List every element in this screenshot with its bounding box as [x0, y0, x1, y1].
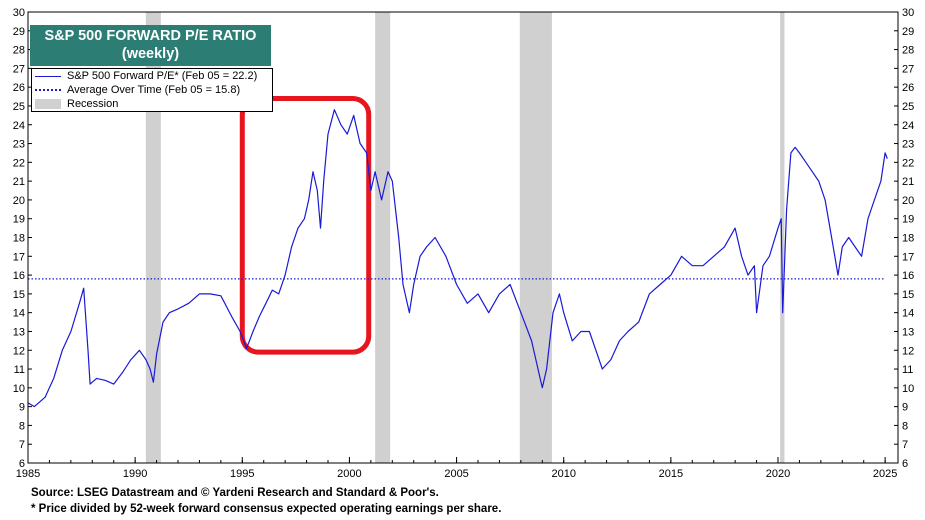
- y-tick-label-left: 10: [13, 383, 25, 395]
- y-tick-label-right: 9: [902, 402, 908, 414]
- y-tick-label-right: 28: [902, 45, 914, 57]
- y-tick-label-right: 18: [902, 233, 914, 245]
- y-tick-label-left: 15: [13, 289, 25, 301]
- recession-bands: [145, 12, 785, 463]
- series-line-0: [27, 109, 888, 408]
- y-tick-label-left: 18: [13, 233, 25, 245]
- y-tick-label-right: 23: [902, 139, 914, 151]
- legend-item-series: S&P 500 Forward P/E* (Feb 05 = 22.2): [32, 69, 272, 83]
- x-tick-label: 2005: [444, 468, 468, 480]
- y-tick-label-right: 30: [902, 7, 914, 19]
- y-tick-label-right: 10: [902, 383, 914, 395]
- y-tick-label-right: 22: [902, 157, 914, 169]
- y-tick-label-right: 21: [902, 176, 914, 188]
- chart-subtitle: (weekly): [121, 46, 180, 62]
- y-tick-label-left: 13: [13, 326, 25, 338]
- y-tick-label-left: 26: [13, 82, 25, 94]
- y-tick-label-right: 17: [902, 251, 914, 263]
- x-tick-label: 2015: [659, 468, 683, 480]
- legend-item-average: Average Over Time (Feb 05 = 15.8): [32, 83, 272, 97]
- y-tick-label-left: 20: [13, 195, 25, 207]
- x-tick-label: 1995: [230, 468, 254, 480]
- recession-band-2: [519, 12, 552, 463]
- y-tick-label-right: 12: [902, 345, 914, 357]
- y-tick-label-right: 19: [902, 214, 914, 226]
- y-tick-label-left: 23: [13, 139, 25, 151]
- y-tick-label-right: 8: [902, 420, 908, 432]
- y-tick-label-right: 26: [902, 82, 914, 94]
- x-tick-label: 1990: [123, 468, 147, 480]
- y-tick-label-left: 11: [14, 364, 25, 376]
- recession-band-1: [375, 12, 391, 463]
- legend-label-recession: Recession: [67, 98, 119, 110]
- y-tick-label-left: 29: [13, 26, 25, 38]
- y-tick-label-left: 7: [19, 439, 25, 451]
- legend-label-series: S&P 500 Forward P/E* (Feb 05 = 22.2): [67, 70, 258, 82]
- chart-title: S&P 500 FORWARD P/E RATIO: [44, 28, 257, 44]
- y-tick-label-right: 15: [902, 289, 914, 301]
- y-tick-label-left: 19: [13, 214, 25, 226]
- y-tick-label-left: 9: [19, 402, 25, 414]
- y-tick-label-right: 27: [902, 63, 914, 75]
- legend-swatch-series: [35, 75, 61, 77]
- y-tick-label-right: 29: [902, 26, 914, 38]
- y-tick-label-left: 14: [13, 308, 25, 320]
- chart-title-box: S&P 500 FORWARD P/E RATIO (weekly): [30, 25, 271, 66]
- y-tick-label-right: 25: [902, 101, 914, 113]
- y-tick-label-right: 7: [902, 439, 908, 451]
- y-tick-label-left: 12: [13, 345, 25, 357]
- legend-swatch-recession: [35, 99, 61, 109]
- y-tick-label-left: 25: [13, 101, 25, 113]
- source-note: Source: LSEG Datastream and © Yardeni Re…: [31, 487, 439, 499]
- x-axis: 1985 1990 1995 2000 2005 2010 2015 2020 2025: [16, 457, 897, 480]
- series-layer: [27, 109, 888, 408]
- y-tick-label-right: 6: [902, 458, 908, 470]
- y-tick-label-left: 6: [19, 458, 25, 470]
- y-tick-label-left: 30: [13, 7, 25, 19]
- legend-swatch-average: [35, 89, 61, 91]
- y-tick-label-right: 13: [902, 326, 914, 338]
- y-tick-label-left: 22: [13, 157, 25, 169]
- highlight-box-layer: [239, 95, 372, 355]
- y-tick-label-left: 21: [13, 176, 25, 188]
- y-tick-label-right: 20: [902, 195, 914, 207]
- highlight-box: [239, 95, 372, 355]
- y-tick-label-left: 8: [19, 420, 25, 432]
- y-tick-label-right: 14: [902, 308, 914, 320]
- legend: S&P 500 Forward P/E* (Feb 05 = 22.2) Ave…: [31, 68, 273, 112]
- legend-label-average: Average Over Time (Feb 05 = 15.8): [67, 84, 241, 96]
- y-tick-label-left: 27: [13, 63, 25, 75]
- y-tick-label-right: 24: [902, 120, 914, 132]
- x-tick-label: 2010: [551, 468, 575, 480]
- y-tick-label-right: 11: [902, 364, 913, 376]
- y-tick-label-left: 16: [13, 270, 25, 282]
- legend-item-recession: Recession: [32, 97, 272, 111]
- y-tick-label-right: 16: [902, 270, 914, 282]
- y-axis-left: 6 7 8 9 10 11 12 13 14 15 16 17 18 19 20 21 22 23 24 25 26 27…: [13, 7, 32, 470]
- x-tick-label: 2020: [766, 468, 790, 480]
- y-tick-label-left: 28: [13, 45, 25, 57]
- y-tick-label-left: 24: [13, 120, 25, 132]
- x-tick-label: 2025: [873, 468, 897, 480]
- y-tick-label-left: 17: [13, 251, 25, 263]
- footnote: * Price divided by 52-week forward conse…: [31, 503, 502, 515]
- x-tick-label: 2000: [337, 468, 361, 480]
- x-tick-label: 1985: [16, 468, 40, 480]
- recession-band-3: [780, 12, 785, 463]
- y-axis-right: 6 7 8 9 10 11 12 13 14 15 16 17 18 19 20 21 22 23 24 25 26 27…: [894, 7, 914, 470]
